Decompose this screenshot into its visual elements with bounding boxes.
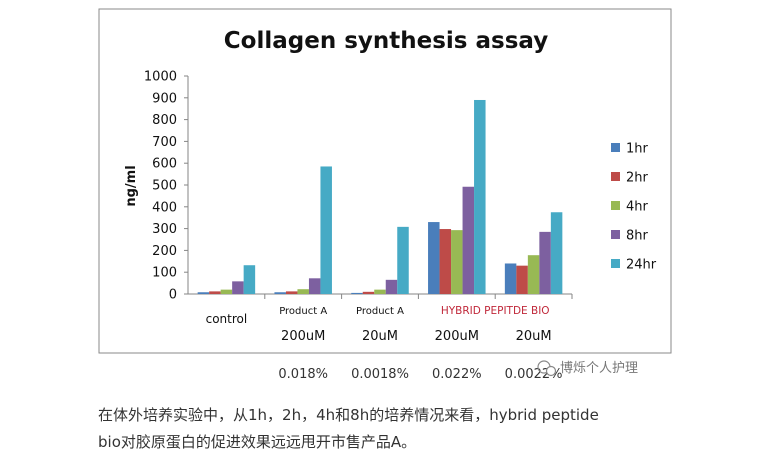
- legend-swatch-4hr: [611, 201, 620, 210]
- percentage-labels: 0.018% 0.0018% 0.022% 0.0022%: [278, 367, 562, 382]
- bar-2hr-3: [439, 229, 452, 294]
- legend-label-8hr: 8hr: [626, 229, 649, 244]
- bar-4hr-1: [297, 289, 309, 294]
- category-label-hybrid: HYBRID PEPITDE BIO: [441, 305, 550, 317]
- category-label-product-a-200: Product A: [279, 306, 327, 317]
- legend-label-1hr: 1hr: [626, 142, 649, 157]
- wechat-icon-small: [545, 365, 557, 377]
- percentage-label: 0.018%: [278, 367, 328, 382]
- y-tick-label: 500: [152, 179, 177, 194]
- bar-24hr-3: [474, 99, 486, 294]
- category-label-control: control: [206, 312, 248, 326]
- bar-24hr-1: [320, 166, 332, 294]
- legend-swatch-24hr: [611, 259, 620, 268]
- percentage-label: 0.0018%: [351, 367, 409, 382]
- bar-1hr-3: [428, 222, 440, 294]
- y-tick-label: 600: [152, 157, 177, 172]
- bar-4hr-3: [451, 230, 463, 294]
- caption-line-1: 在体外培养实验中，从1h，2h，4h和8h的培养情况来看，hybrid pept…: [98, 406, 599, 424]
- bar-4hr-2: [374, 289, 386, 294]
- bar-24hr-2: [397, 226, 409, 294]
- bar-2hr-2: [362, 291, 375, 294]
- watermark-text: 博烁个人护理: [560, 361, 638, 376]
- bar-1hr-4: [504, 263, 517, 294]
- y-tick-label: 900: [152, 91, 177, 106]
- concentration-label: 200uM: [281, 329, 325, 344]
- y-tick-label: 300: [152, 222, 177, 237]
- legend-swatch-2hr: [611, 172, 620, 181]
- y-tick-label: 200: [152, 244, 177, 259]
- legend-label-24hr: 24hr: [626, 258, 657, 273]
- bar-1hr-2: [351, 292, 363, 294]
- y-axis-label: ng/ml: [124, 165, 139, 206]
- bar-1hr-0: [197, 292, 210, 294]
- concentration-label: 20uM: [362, 329, 398, 344]
- chart-title: Collagen synthesis assay: [224, 28, 548, 54]
- legend-swatch-1hr: [611, 143, 620, 152]
- caption-line-2: bio对胶原蛋白的促进效果远远甩开市售产品A。: [98, 433, 417, 451]
- bar-2hr-1: [285, 291, 298, 294]
- legend: 1hr 2hr 4hr 8hr 24hr: [611, 142, 657, 273]
- category-labels: control Product A Product A HYBRID PEPITDE …: [206, 305, 552, 344]
- y-tick-label: 100: [152, 266, 177, 281]
- bar-2hr-4: [516, 265, 528, 294]
- bar-8hr-2: [385, 279, 398, 294]
- bar-4hr-0: [220, 289, 233, 294]
- category-label-product-a-20: Product A: [356, 306, 404, 317]
- bar-1hr-1: [274, 292, 286, 294]
- bar-2hr-0: [209, 291, 221, 294]
- y-axis-ticks: 0 100 200 300 400 500 600 700 800 900 1000: [144, 70, 188, 303]
- y-tick-label: 400: [152, 200, 177, 215]
- legend-swatch-8hr: [611, 230, 620, 239]
- bars: [197, 99, 563, 294]
- y-tick-label: 0: [169, 288, 177, 303]
- bar-8hr-1: [308, 278, 321, 294]
- legend-label-2hr: 2hr: [626, 171, 649, 186]
- chart-frame: [98, 8, 672, 354]
- bar-4hr-4: [527, 255, 540, 294]
- percentage-label: 0.022%: [432, 367, 482, 382]
- bar-24hr-0: [243, 265, 256, 294]
- y-tick-label: 1000: [144, 70, 177, 85]
- concentration-label: 200uM: [435, 329, 479, 344]
- bar-24hr-4: [550, 212, 563, 294]
- y-tick-label: 800: [152, 113, 177, 128]
- bar-8hr-4: [539, 231, 551, 294]
- bar-8hr-0: [232, 281, 244, 294]
- concentration-label: 20uM: [516, 329, 552, 344]
- y-tick-label: 700: [152, 135, 177, 150]
- bar-8hr-3: [462, 186, 475, 294]
- watermark: 博烁个人护理: [537, 360, 638, 377]
- legend-label-4hr: 4hr: [626, 200, 649, 215]
